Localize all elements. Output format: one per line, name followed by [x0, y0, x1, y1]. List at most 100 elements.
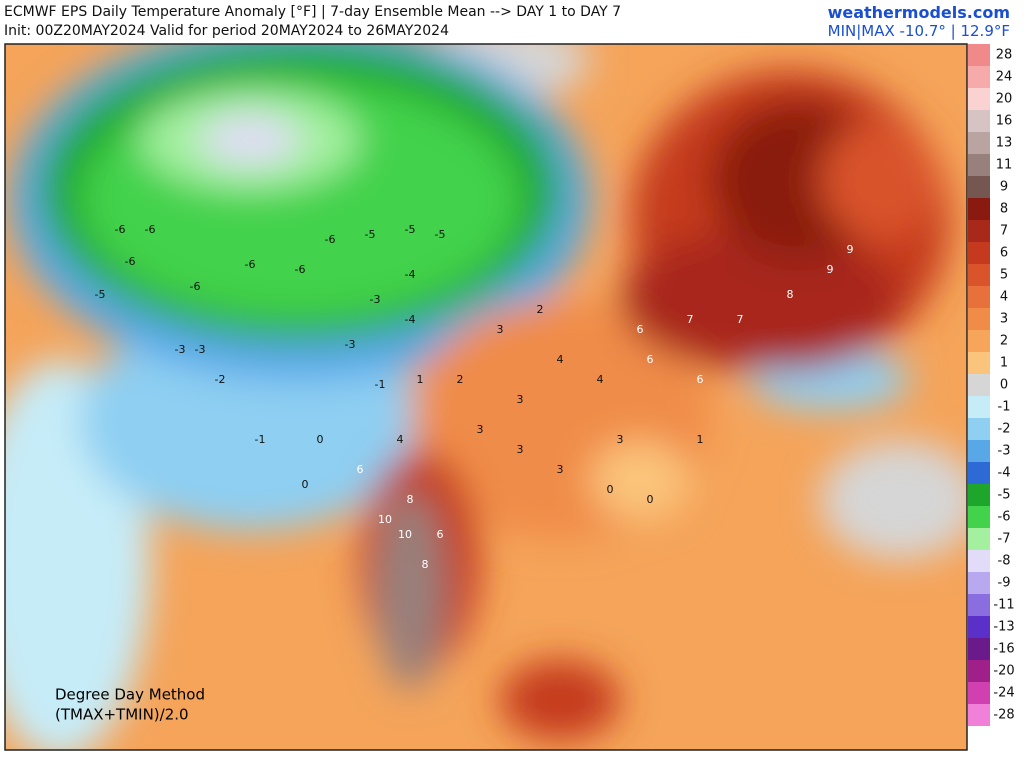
map-value: 6 — [437, 528, 444, 541]
map-value: 1 — [697, 433, 704, 446]
colorbar-swatch — [968, 286, 990, 308]
map-value: -6 — [115, 223, 126, 236]
map-value: 3 — [517, 443, 524, 456]
colorbar-label: -5 — [998, 488, 1011, 503]
map-value: 9 — [827, 263, 834, 276]
colorbar-swatch — [968, 66, 990, 88]
colorbar-label: -7 — [998, 532, 1011, 547]
colorbar-swatch — [968, 374, 990, 396]
colorbar-label: 2 — [1000, 334, 1008, 349]
colorbar-label: -20 — [993, 664, 1014, 679]
colorbar-swatch — [968, 484, 990, 506]
colorbar-swatch — [968, 308, 990, 330]
map-value: 6 — [357, 463, 364, 476]
colorbar-label: 0 — [1000, 378, 1008, 393]
colorbar-swatch — [968, 176, 990, 198]
colorbar-swatch — [968, 616, 990, 638]
map-value: 8 — [787, 288, 794, 301]
map-value: 8 — [407, 493, 414, 506]
colorbar-swatch — [968, 682, 990, 704]
map-value: 10 — [398, 528, 412, 541]
colorbar-label: -4 — [998, 466, 1011, 481]
map-value: 1 — [417, 373, 424, 386]
colorbar-swatch — [968, 220, 990, 242]
colorbar-swatch — [968, 528, 990, 550]
colorbar-label: 13 — [996, 136, 1013, 151]
colorbar-label: -9 — [998, 576, 1011, 591]
colorbar-label: 1 — [1000, 356, 1008, 371]
map-value: 3 — [477, 423, 484, 436]
subtitle: Init: 00Z20MAY2024 Valid for period 20MA… — [4, 23, 449, 39]
colorbar-swatch — [968, 242, 990, 264]
colorbar-swatch — [968, 550, 990, 572]
colorbar-label: 6 — [1000, 246, 1008, 261]
colorbar-label: 5 — [1000, 268, 1008, 283]
map-value: 7 — [687, 313, 694, 326]
colorbar-label: 20 — [996, 92, 1013, 107]
map-value: 8 — [422, 558, 429, 571]
colorbar-label: 11 — [996, 158, 1013, 173]
minmax: MIN|MAX -10.7° | 12.9°F — [827, 22, 1010, 40]
colorbar-swatch — [968, 704, 990, 726]
map-value: 10 — [378, 513, 392, 526]
map-value: 3 — [557, 463, 564, 476]
colorbar-label: -16 — [993, 642, 1014, 657]
map-value: 6 — [697, 373, 704, 386]
map-value: -1 — [375, 378, 386, 391]
map-value: 4 — [557, 353, 564, 366]
colorbar-label: 24 — [996, 70, 1013, 85]
map-value: -6 — [125, 255, 136, 268]
colorbar-swatch — [968, 110, 990, 132]
map-value: -5 — [95, 288, 106, 301]
map-frame — [4, 43, 968, 751]
colorbar-label: -11 — [993, 598, 1014, 613]
map-value: 3 — [497, 323, 504, 336]
map-value: 4 — [397, 433, 404, 446]
map-value: 7 — [737, 313, 744, 326]
colorbar-label: 9 — [1000, 180, 1008, 195]
colorbar-label: -13 — [993, 620, 1014, 635]
map-value: 0 — [607, 483, 614, 496]
colorbar-label: -2 — [998, 422, 1011, 437]
map-value: -1 — [255, 433, 266, 446]
map-value: 4 — [597, 373, 604, 386]
colorbar-swatch — [968, 132, 990, 154]
colorbar-label: 16 — [996, 114, 1013, 129]
colorbar-swatch — [968, 594, 990, 616]
colorbar-label: -3 — [998, 444, 1011, 459]
colorbar-swatch — [968, 88, 990, 110]
colorbar-label: -24 — [993, 686, 1014, 701]
map-value: -3 — [345, 338, 356, 351]
note-line2: (TMAX+TMIN)/2.0 — [55, 706, 189, 724]
map-value: 2 — [537, 303, 544, 316]
map-value: -6 — [325, 233, 336, 246]
map-value: -2 — [215, 373, 226, 386]
map-value: 0 — [647, 493, 654, 506]
colorbar-label: 8 — [1000, 202, 1008, 217]
map-value: 0 — [302, 478, 309, 491]
map — [5, 44, 967, 750]
map-value: -6 — [190, 280, 201, 293]
map-value: 3 — [617, 433, 624, 446]
map-value: 3 — [517, 393, 524, 406]
colorbar-label: -28 — [993, 708, 1014, 723]
colorbar-swatch — [968, 506, 990, 528]
colorbar-label: 28 — [996, 48, 1013, 63]
site: weathermodels.com — [827, 3, 1010, 22]
map-value: -6 — [295, 263, 306, 276]
colorbar-label: 3 — [1000, 312, 1008, 327]
colorbar-label: 4 — [1000, 290, 1008, 305]
map-value: -3 — [370, 293, 381, 306]
colorbar-swatch — [968, 660, 990, 682]
map-value: -6 — [145, 223, 156, 236]
colorbar-label: -1 — [998, 400, 1011, 415]
map-value: -3 — [195, 343, 206, 356]
colorbar-swatch — [968, 638, 990, 660]
map-value: 6 — [637, 323, 644, 336]
map-value: -5 — [435, 228, 446, 241]
colorbar-swatch — [968, 198, 990, 220]
map-value: 0 — [317, 433, 324, 446]
colorbar-label: 7 — [1000, 224, 1008, 239]
colorbar-swatch — [968, 154, 990, 176]
